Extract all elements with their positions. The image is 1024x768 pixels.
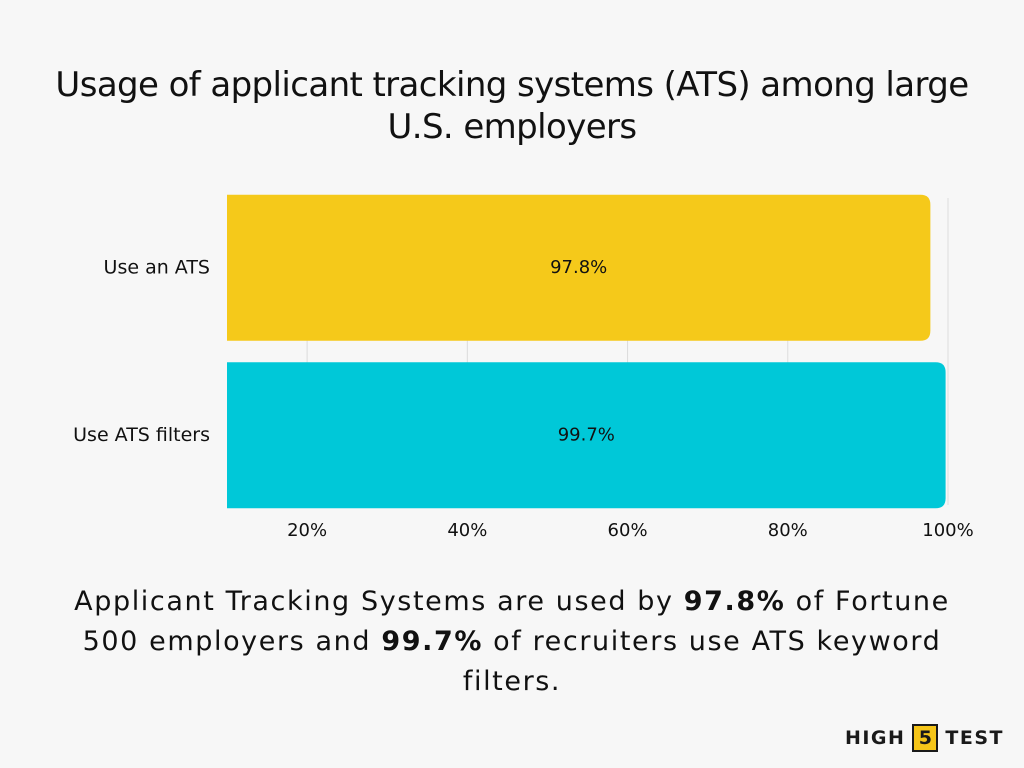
x-tick-label-3: 80%: [768, 520, 808, 541]
logo-text-right: TEST: [945, 727, 1004, 749]
value-label-0: 97.8%: [550, 257, 607, 278]
category-label-1: Use ATS filters: [73, 424, 210, 446]
x-tick-label-1: 40%: [447, 520, 487, 541]
value-label-1: 99.7%: [558, 424, 615, 445]
caption-highlight-ats: 97.8%: [683, 586, 786, 617]
logo-number-box: 5: [912, 724, 939, 752]
caption-text-1: Applicant Tracking Systems are used by: [74, 586, 684, 617]
caption-text-3: of recruiters use ATS keyword filters.: [462, 626, 942, 697]
brand-logo: HIGH 5 TEST: [845, 724, 1004, 752]
chart-title: Usage of applicant tracking systems (ATS…: [55, 65, 969, 147]
x-tick-label-4: 100%: [922, 520, 973, 541]
x-tick-label-0: 20%: [287, 520, 327, 541]
logo-text-left: HIGH: [844, 727, 906, 749]
bar-0: [227, 194, 931, 341]
x-tick-label-2: 60%: [608, 520, 648, 541]
bar-1: [227, 362, 946, 509]
caption-text-2: of Fortune 500 employers and: [82, 586, 950, 657]
caption-highlight-filters: 99.7%: [381, 626, 483, 657]
category-label-0: Use an ATS: [104, 256, 210, 278]
caption: Applicant Tracking Systems are used by 9…: [60, 582, 964, 702]
